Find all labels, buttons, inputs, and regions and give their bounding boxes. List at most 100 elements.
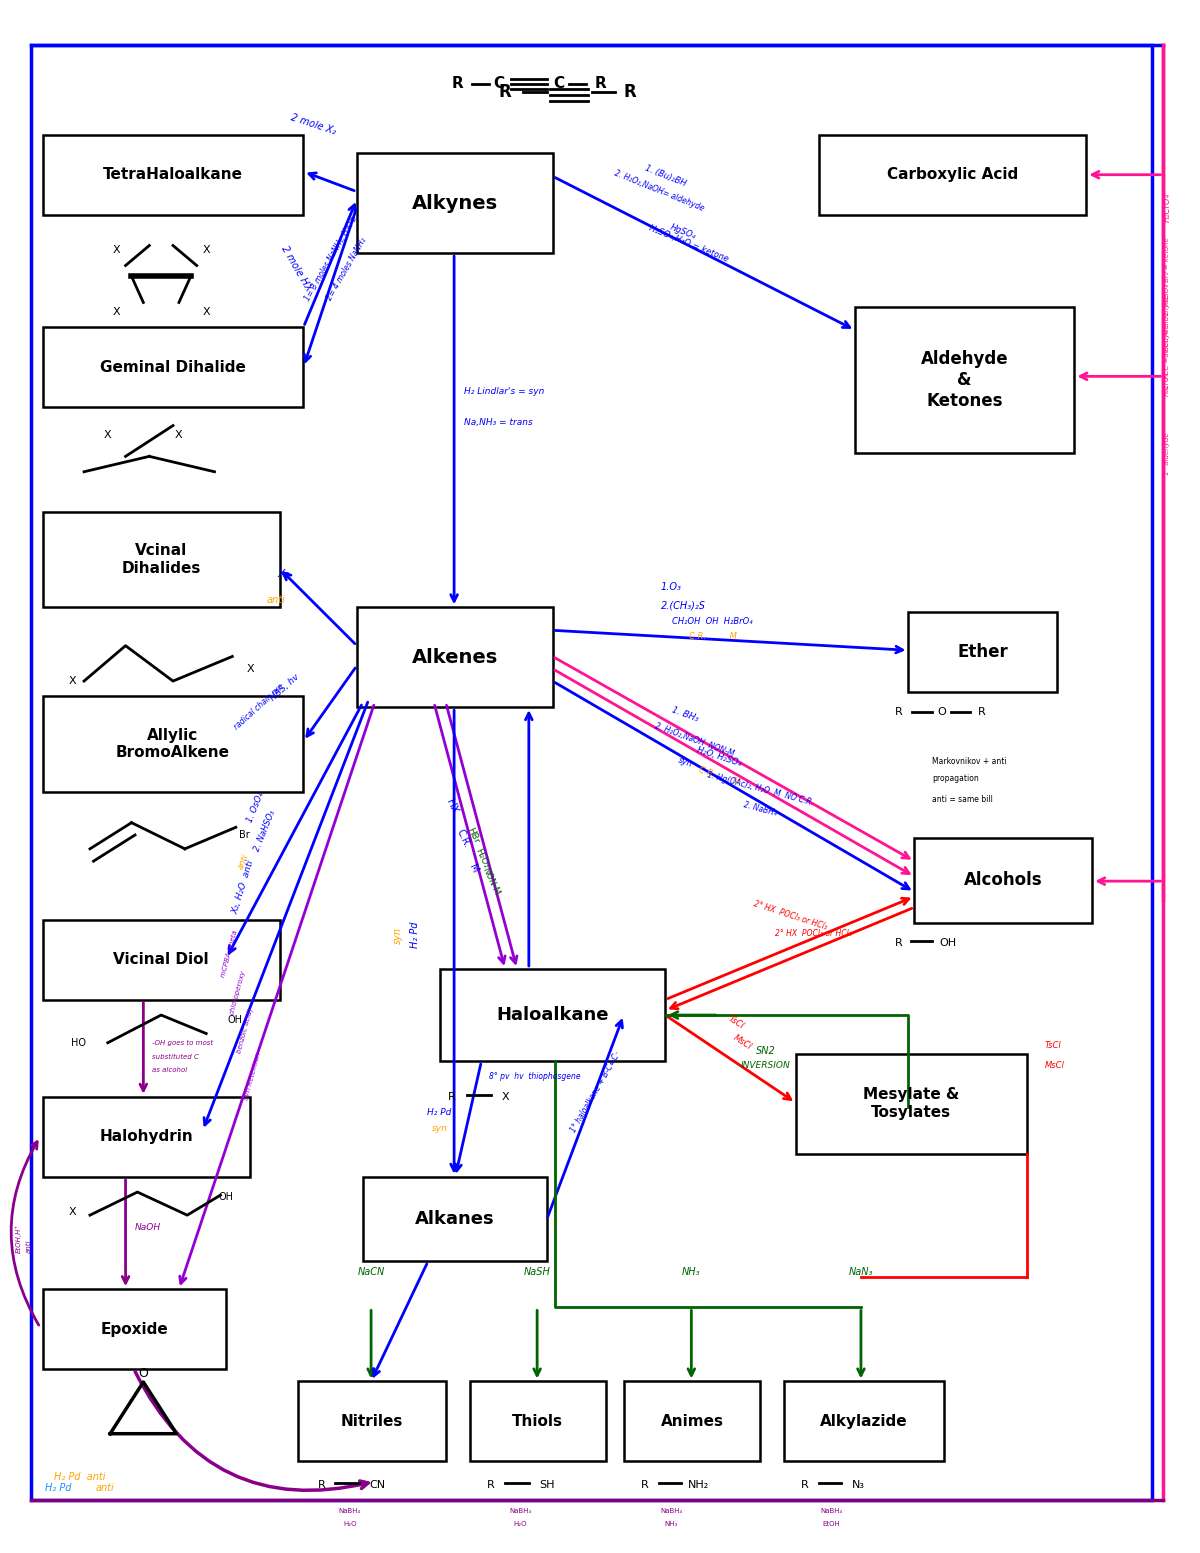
Text: MsCl: MsCl bbox=[732, 1034, 754, 1051]
Text: C: C bbox=[553, 76, 564, 92]
Text: O: O bbox=[138, 1367, 149, 1379]
Text: X: X bbox=[113, 307, 120, 317]
Text: Alkenes: Alkenes bbox=[412, 648, 498, 666]
Text: H₂ Pd  anti: H₂ Pd anti bbox=[54, 1472, 106, 1482]
FancyBboxPatch shape bbox=[298, 1381, 446, 1461]
Text: R: R bbox=[451, 76, 463, 92]
Text: EtOH: EtOH bbox=[822, 1522, 840, 1528]
Text: 1. OsO₄: 1. OsO₄ bbox=[245, 790, 265, 823]
Text: 2 mole HX: 2 mole HX bbox=[278, 244, 313, 294]
Text: H₂O: H₂O bbox=[514, 1522, 527, 1528]
Text: TsCl: TsCl bbox=[727, 1014, 746, 1031]
Text: PCC = aldehyde: PCC = aldehyde bbox=[1164, 294, 1170, 351]
Text: TsCl: TsCl bbox=[1045, 1042, 1062, 1050]
Text: Geminal Dihalide: Geminal Dihalide bbox=[100, 360, 246, 374]
Text: H₂SO₄,H₂O = ketone: H₂SO₄,H₂O = ketone bbox=[648, 224, 730, 264]
Text: 2. NaBH₄: 2. NaBH₄ bbox=[743, 800, 778, 817]
Text: MsCl: MsCl bbox=[1045, 1061, 1064, 1070]
Text: 1= 3 moles NaNH₂, H₂O⊕: 1= 3 moles NaNH₂, H₂O⊕ bbox=[304, 214, 360, 303]
Text: O: O bbox=[937, 707, 946, 717]
Text: R: R bbox=[499, 82, 511, 101]
Text: NON-M: NON-M bbox=[480, 867, 502, 896]
Text: Halohydrin: Halohydrin bbox=[100, 1129, 193, 1145]
Text: NH₂: NH₂ bbox=[688, 1480, 709, 1489]
FancyBboxPatch shape bbox=[42, 135, 304, 214]
Text: 1. BH₃: 1. BH₃ bbox=[671, 707, 700, 724]
Text: radical chain rxn: radical chain rxn bbox=[233, 683, 286, 731]
Text: Mesylate &
Tosylates: Mesylate & Tosylates bbox=[863, 1087, 960, 1120]
Text: Carboxylic Acid: Carboxylic Acid bbox=[887, 168, 1019, 182]
Text: Alkynes: Alkynes bbox=[412, 194, 498, 213]
Text: Thiols: Thiols bbox=[512, 1413, 563, 1429]
Text: anti = same bill: anti = same bill bbox=[932, 795, 992, 804]
Text: 2° HX  POCl₃ or HCl₃: 2° HX POCl₃ or HCl₃ bbox=[752, 899, 828, 932]
Text: NH₃: NH₃ bbox=[682, 1267, 701, 1277]
FancyBboxPatch shape bbox=[42, 1289, 227, 1370]
Text: X₂: X₂ bbox=[277, 570, 289, 579]
Text: R: R bbox=[594, 76, 606, 92]
Text: H₂O, H₂SO₄: H₂O, H₂SO₄ bbox=[695, 745, 742, 767]
Text: X: X bbox=[113, 245, 120, 255]
Text: H₂O₂: H₂O₂ bbox=[473, 846, 490, 870]
FancyBboxPatch shape bbox=[914, 839, 1092, 922]
Text: NaBH₄: NaBH₄ bbox=[510, 1508, 532, 1514]
Text: anti: anti bbox=[96, 1483, 115, 1492]
FancyBboxPatch shape bbox=[42, 328, 304, 407]
Text: Nitriles: Nitriles bbox=[341, 1413, 403, 1429]
Text: syn: syn bbox=[432, 1124, 448, 1134]
Text: 1.O₃: 1.O₃ bbox=[661, 582, 682, 592]
Text: Alcohols: Alcohols bbox=[964, 871, 1043, 890]
FancyBboxPatch shape bbox=[908, 612, 1057, 691]
Text: X: X bbox=[502, 1092, 509, 1101]
Text: X₂, H₂O  anti: X₂, H₂O anti bbox=[232, 859, 256, 915]
FancyBboxPatch shape bbox=[469, 1381, 606, 1461]
Text: 2.(CH₃)₂S: 2.(CH₃)₂S bbox=[660, 601, 706, 610]
Text: R: R bbox=[802, 1480, 809, 1489]
Text: Syn Retention: Syn Retention bbox=[244, 1051, 262, 1101]
FancyBboxPatch shape bbox=[42, 1096, 250, 1177]
Text: H₂CrO₄: H₂CrO₄ bbox=[1163, 193, 1171, 222]
Text: INVERSION: INVERSION bbox=[742, 1061, 791, 1070]
Text: 2. H₂O₂,NaOH  NON-M: 2. H₂O₂,NaOH NON-M bbox=[654, 721, 736, 758]
Text: NaBH₄: NaBH₄ bbox=[660, 1508, 683, 1514]
Text: NBS, hv: NBS, hv bbox=[269, 672, 301, 702]
Text: X: X bbox=[68, 676, 76, 686]
Text: NaBH₄: NaBH₄ bbox=[338, 1508, 361, 1514]
Text: HgSO₄: HgSO₄ bbox=[668, 222, 697, 241]
Text: Animes: Animes bbox=[660, 1413, 724, 1429]
Text: Epoxide: Epoxide bbox=[101, 1322, 168, 1337]
Text: H₂ Pd: H₂ Pd bbox=[427, 1107, 451, 1117]
Text: NaCN: NaCN bbox=[358, 1267, 385, 1277]
Text: C.R.       M: C.R. M bbox=[697, 766, 740, 787]
Text: syn: syn bbox=[394, 927, 403, 944]
Text: 1° aldehyde: 1° aldehyde bbox=[1164, 432, 1170, 475]
Text: 1. (Bu)₂BH: 1. (Bu)₂BH bbox=[643, 165, 688, 188]
Text: Alkanes: Alkanes bbox=[415, 1210, 494, 1228]
Text: X: X bbox=[203, 307, 210, 317]
Text: Allylic
BromoAlkene: Allylic BromoAlkene bbox=[116, 728, 230, 761]
Text: SH: SH bbox=[539, 1480, 554, 1489]
Text: HX: HX bbox=[444, 798, 460, 817]
Text: chloroperoxy: chloroperoxy bbox=[229, 969, 246, 1016]
Text: H₂CrO₄: H₂CrO₄ bbox=[1164, 373, 1170, 396]
Text: 2 mole X₂: 2 mole X₂ bbox=[289, 112, 337, 137]
Text: X: X bbox=[104, 430, 112, 439]
Text: syn: syn bbox=[677, 756, 694, 769]
Text: anti: anti bbox=[25, 1239, 31, 1253]
FancyBboxPatch shape bbox=[362, 1177, 547, 1261]
Text: OH: OH bbox=[938, 938, 956, 947]
Text: NaSH: NaSH bbox=[523, 1267, 551, 1277]
Text: benzoic acid): benzoic acid) bbox=[235, 1006, 253, 1054]
Text: H₂ Pd: H₂ Pd bbox=[44, 1483, 72, 1492]
Text: -OH goes to most: -OH goes to most bbox=[151, 1039, 212, 1045]
Text: 2. H₂O₂,NaOH= aldehyde: 2. H₂O₂,NaOH= aldehyde bbox=[613, 169, 706, 213]
Text: H₂ Lindlar's = syn: H₂ Lindlar's = syn bbox=[463, 387, 544, 396]
Text: R: R bbox=[317, 1480, 325, 1489]
Text: 2° H₂SO₄ Br₂ = ketone: 2° H₂SO₄ Br₂ = ketone bbox=[1164, 238, 1170, 315]
Text: NaOH: NaOH bbox=[136, 1222, 161, 1232]
Text: R: R bbox=[978, 707, 986, 717]
Text: Markovnikov + anti: Markovnikov + anti bbox=[932, 756, 1007, 766]
Text: N₃: N₃ bbox=[852, 1480, 865, 1489]
Text: HO: HO bbox=[71, 1037, 85, 1048]
Text: OH: OH bbox=[227, 1014, 242, 1025]
